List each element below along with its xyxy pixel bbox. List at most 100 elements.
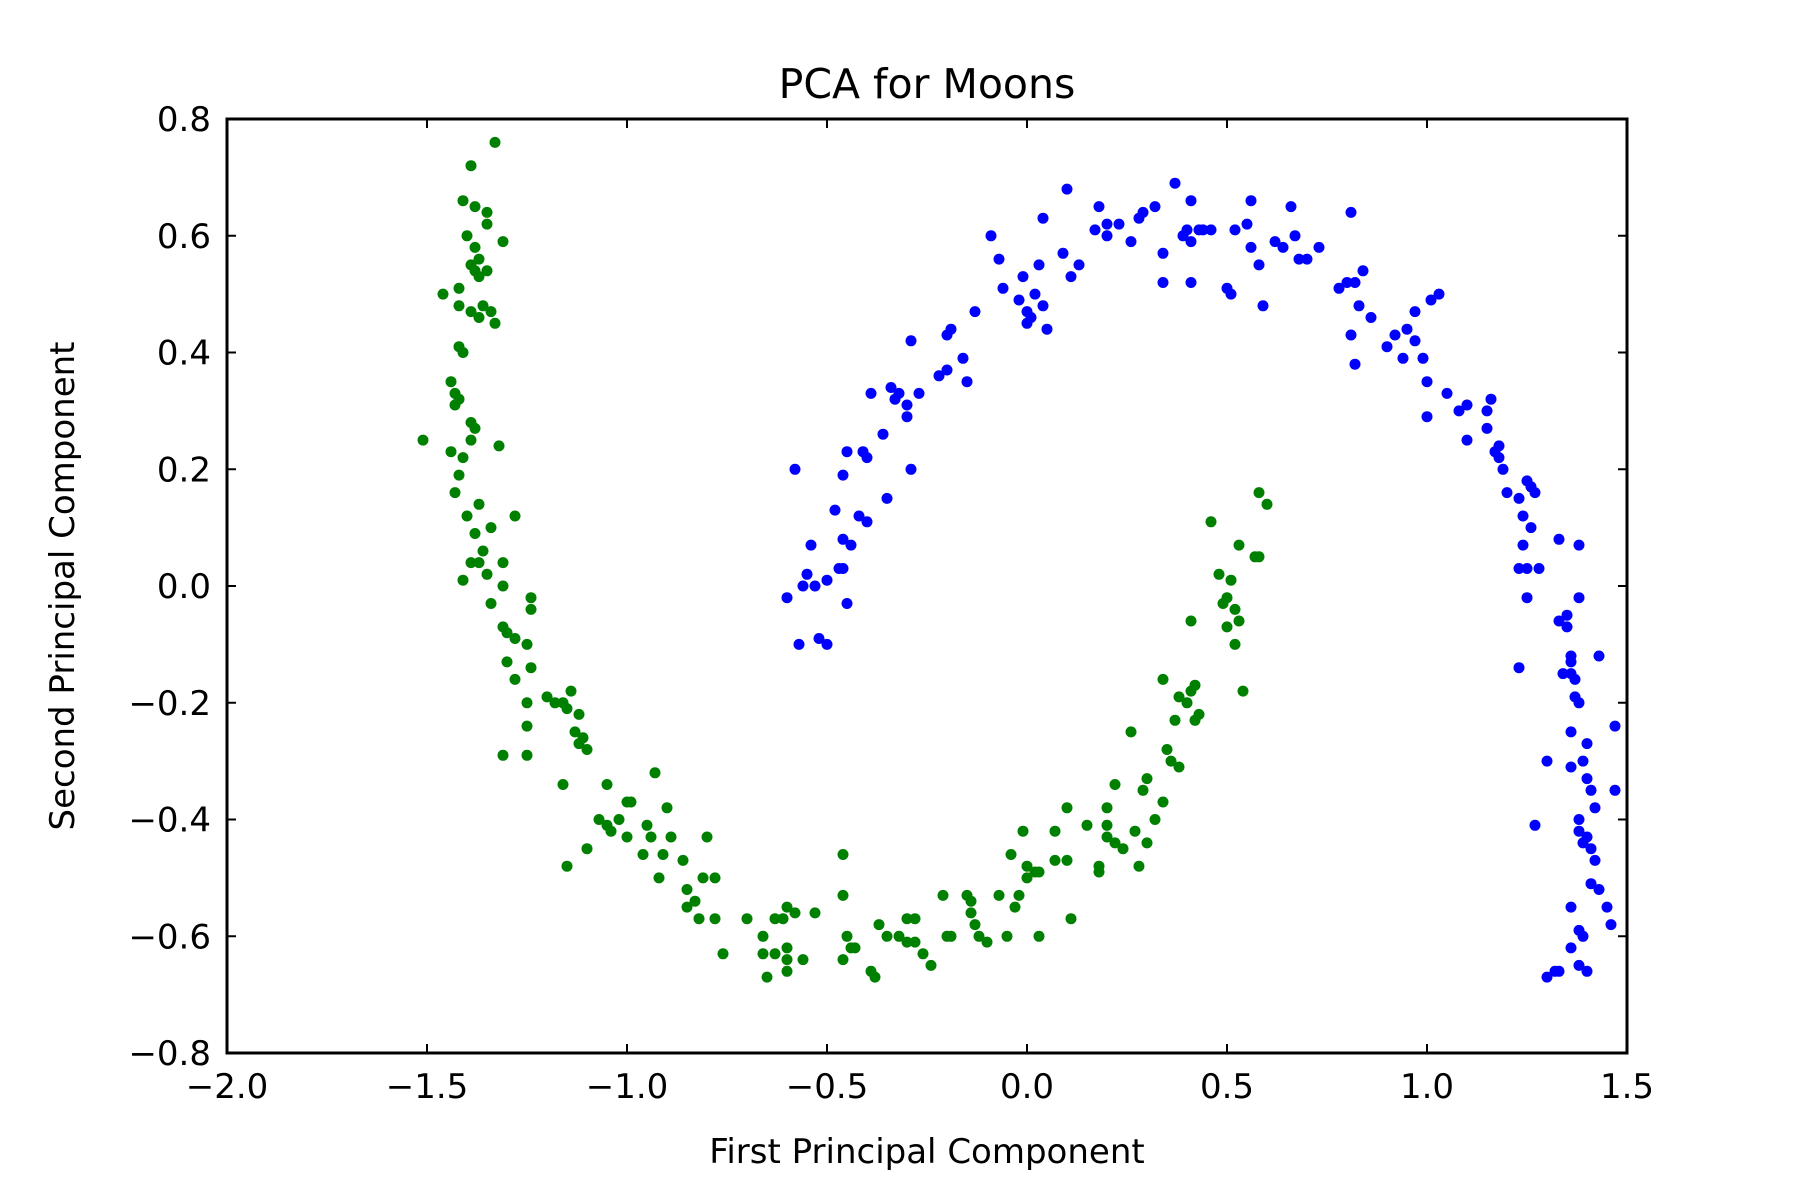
data-point (501, 656, 513, 668)
data-point (1533, 563, 1545, 574)
data-point (905, 463, 917, 475)
data-point (525, 662, 537, 674)
data-point (1573, 825, 1585, 837)
y-tick-label: −0.8 (128, 1034, 211, 1074)
data-point (1081, 819, 1093, 831)
data-point (1185, 195, 1197, 207)
data-point (1065, 271, 1077, 283)
data-point (1173, 691, 1185, 703)
data-point (1585, 878, 1597, 890)
data-point (881, 492, 893, 504)
data-point (1561, 609, 1573, 621)
data-point (489, 317, 501, 329)
data-point (1017, 825, 1029, 837)
data-point (809, 907, 821, 919)
data-point (813, 633, 825, 644)
data-point (1033, 259, 1045, 271)
data-point (757, 948, 769, 960)
data-point (1581, 773, 1593, 785)
data-point (1149, 814, 1161, 825)
data-point (1185, 615, 1197, 627)
data-point (469, 422, 481, 434)
data-point (853, 510, 865, 522)
data-point (873, 919, 885, 931)
data-point (913, 387, 925, 399)
data-point (917, 948, 929, 960)
data-point (1157, 673, 1169, 685)
data-point (909, 913, 921, 925)
data-point (465, 306, 477, 318)
data-point (665, 831, 677, 843)
data-point (945, 930, 957, 942)
data-point (1221, 621, 1233, 633)
data-point (837, 889, 849, 901)
data-point (1461, 434, 1473, 446)
data-point (1349, 277, 1361, 288)
data-point (901, 399, 913, 411)
data-point (1565, 942, 1577, 954)
data-point (1093, 866, 1105, 878)
data-point (797, 954, 809, 966)
data-point (1513, 492, 1525, 504)
data-point (961, 376, 973, 388)
y-tick-label: −0.2 (128, 684, 211, 724)
data-point (1025, 312, 1037, 323)
data-point (561, 860, 573, 872)
data-point (709, 872, 721, 884)
data-point (481, 568, 493, 580)
y-tick-label: 0.2 (157, 450, 211, 490)
data-point (1513, 662, 1525, 674)
data-point (1161, 744, 1173, 755)
data-point (1233, 539, 1245, 551)
data-point (521, 720, 533, 732)
data-point (497, 236, 509, 248)
data-point (453, 300, 465, 312)
data-point (485, 306, 497, 318)
y-axis-label: Second Principal Component (43, 341, 83, 830)
data-point (1101, 831, 1113, 843)
data-point (1453, 405, 1465, 417)
plot-points (417, 136, 1621, 983)
data-point (797, 580, 809, 592)
data-point (1229, 603, 1241, 615)
data-point (1585, 843, 1597, 855)
data-point (1093, 201, 1105, 213)
x-tick-label: 0.0 (1000, 1067, 1054, 1107)
data-point (525, 592, 537, 604)
data-point (1193, 708, 1205, 720)
data-point (781, 965, 793, 977)
data-point (1493, 440, 1505, 452)
data-point (1609, 720, 1621, 732)
data-point (1041, 323, 1053, 335)
data-point (869, 971, 881, 983)
data-point (561, 703, 573, 715)
data-point (1073, 259, 1085, 271)
data-point (793, 638, 805, 650)
data-point (1517, 510, 1529, 522)
data-point (717, 948, 729, 960)
series-2 (417, 136, 1273, 983)
data-point (1017, 271, 1029, 283)
data-point (1577, 755, 1589, 767)
data-point (1101, 819, 1113, 831)
data-point (781, 901, 793, 913)
chart-title: PCA for Moons (779, 60, 1076, 108)
data-point (1257, 300, 1269, 312)
data-point (645, 831, 657, 843)
data-point (469, 528, 481, 539)
data-point (1589, 802, 1601, 814)
data-point (417, 434, 429, 446)
data-point (1009, 901, 1021, 913)
data-point (1061, 802, 1073, 814)
data-point (473, 557, 485, 569)
data-point (837, 533, 849, 545)
data-point (1173, 761, 1185, 773)
data-point (1561, 621, 1573, 633)
data-point (453, 282, 465, 294)
data-point (1149, 201, 1161, 213)
data-point (653, 872, 665, 884)
data-point (1141, 773, 1153, 785)
data-point (1573, 959, 1585, 971)
data-point (1181, 697, 1193, 709)
data-point (1141, 837, 1153, 849)
